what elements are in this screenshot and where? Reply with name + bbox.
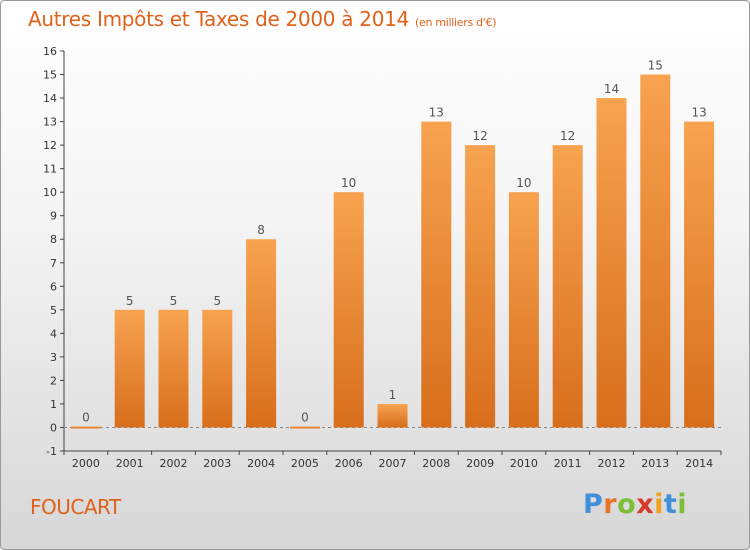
bar	[246, 239, 277, 428]
data-label: 10	[516, 176, 531, 190]
x-tick-label: 2001	[116, 457, 144, 470]
y-tick-label: 3	[50, 351, 57, 364]
y-tick-label: 8	[50, 233, 57, 246]
x-tick-label: 2002	[160, 457, 188, 470]
bar	[640, 74, 671, 428]
bar	[596, 98, 627, 428]
x-tick-label: 2000	[72, 457, 100, 470]
data-label: 5	[213, 294, 221, 308]
logo-letter: i	[677, 489, 688, 520]
x-tick-label: 2009	[466, 457, 494, 470]
x-tick-label: 2011	[554, 457, 582, 470]
x-tick-label: 2014	[685, 457, 713, 470]
bar	[202, 309, 233, 428]
logo-letter: r	[603, 489, 618, 520]
bar	[114, 309, 145, 428]
x-tick-label: 2012	[598, 457, 626, 470]
bar	[289, 426, 320, 429]
bar	[508, 192, 539, 428]
y-tick-label: 10	[43, 186, 57, 199]
x-tick-label: 2005	[291, 457, 319, 470]
data-label: 15	[648, 59, 663, 73]
data-label: 10	[341, 176, 356, 190]
logo-letter: t	[663, 489, 678, 520]
bar	[552, 145, 583, 428]
bar	[684, 121, 715, 428]
x-tick-label: 2007	[379, 457, 407, 470]
y-tick-label: 15	[43, 69, 57, 82]
x-tick-label: 2010	[510, 457, 538, 470]
y-tick-label: 7	[50, 257, 57, 270]
data-label: 5	[126, 294, 134, 308]
y-tick-label: 2	[50, 374, 57, 387]
y-tick-label: 6	[50, 280, 57, 293]
data-label: 13	[429, 106, 444, 120]
bar	[158, 309, 189, 428]
y-tick-label: 11	[43, 163, 57, 176]
logo-letter: P	[583, 489, 604, 520]
bar	[333, 192, 364, 428]
data-label: 0	[82, 410, 90, 424]
logo-letter: i	[654, 489, 664, 520]
logo-letter: o	[617, 489, 637, 520]
bar	[421, 121, 452, 428]
data-label: 5	[170, 294, 178, 308]
bar	[377, 403, 408, 428]
y-tick-label: 16	[43, 45, 57, 58]
y-tick-label: 0	[50, 421, 57, 434]
data-label: 1	[389, 388, 397, 402]
data-label: 13	[691, 106, 706, 120]
data-label: 0	[301, 410, 309, 424]
x-tick-label: 2008	[422, 457, 450, 470]
y-tick-label: 5	[50, 304, 57, 317]
y-tick-label: -1	[46, 445, 57, 458]
y-tick-label: 12	[43, 139, 57, 152]
logo-letter: x	[636, 489, 655, 520]
proxiti-logo: Proxiti	[583, 489, 687, 520]
x-tick-label: 2004	[247, 457, 275, 470]
y-tick-label: 13	[43, 116, 57, 129]
data-label: 12	[472, 129, 487, 143]
chart-title-text: Autres Impôts et Taxes de 2000 à 2014	[28, 7, 409, 31]
x-tick-label: 2006	[335, 457, 363, 470]
y-tick-label: 14	[43, 92, 57, 105]
y-tick-label: 4	[50, 327, 57, 340]
data-label: 8	[257, 223, 265, 237]
x-tick-label: 2013	[641, 457, 669, 470]
bar	[70, 426, 101, 429]
chart-title: Autres Impôts et Taxes de 2000 à 2014 (en…	[28, 7, 496, 31]
x-tick-label: 2003	[203, 457, 231, 470]
y-tick-label: 9	[50, 210, 57, 223]
data-label: 14	[604, 82, 619, 96]
commune-name: FOUCART	[30, 495, 121, 519]
chart-subtitle: (en milliers d'€)	[415, 16, 497, 29]
bar	[465, 145, 496, 428]
data-label: 12	[560, 129, 575, 143]
y-tick-label: 1	[50, 398, 57, 411]
